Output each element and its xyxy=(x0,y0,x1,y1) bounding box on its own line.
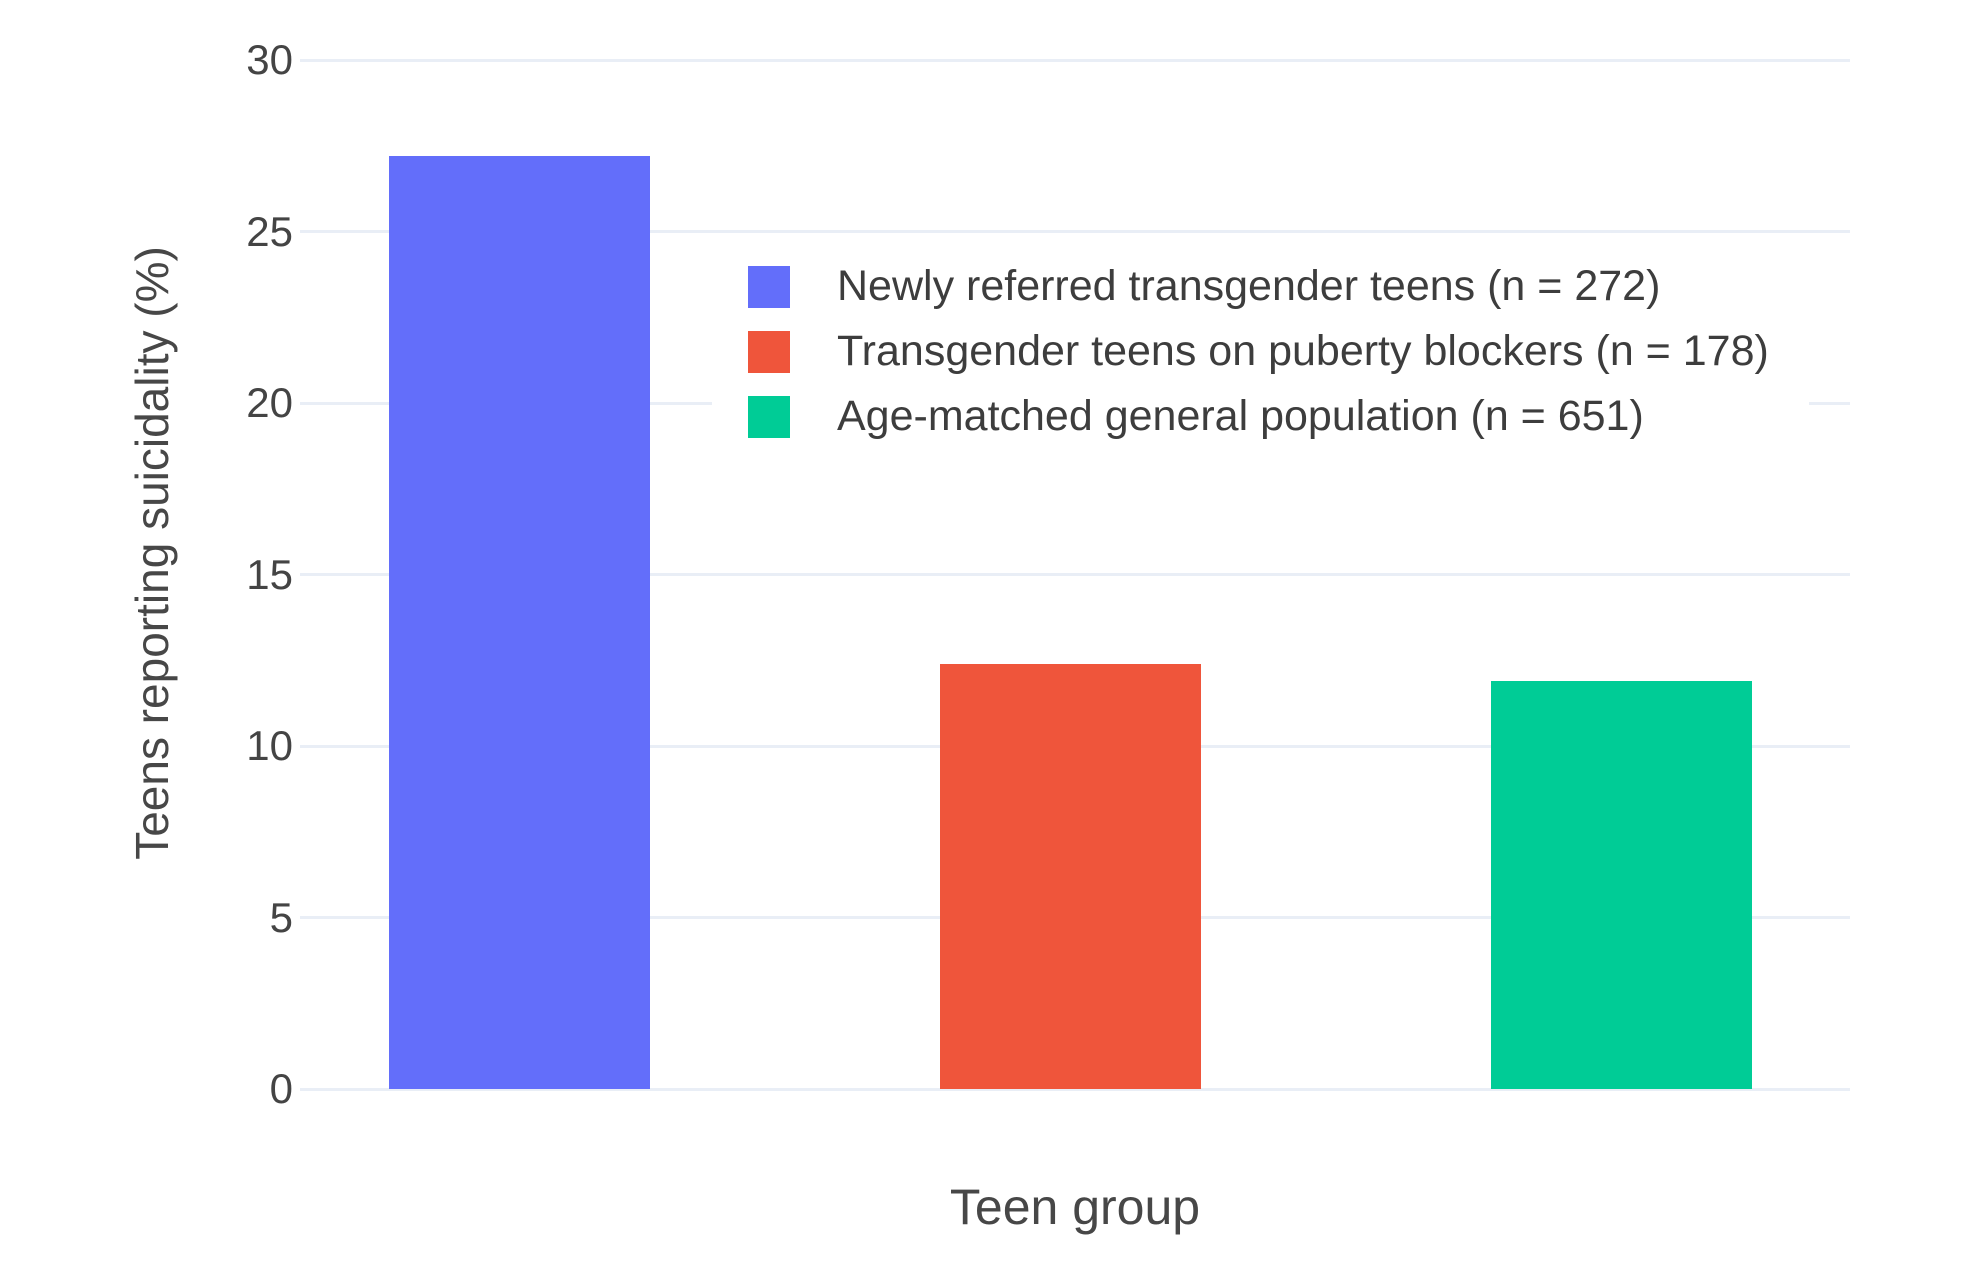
y-tick-label-20: 20 xyxy=(246,379,293,426)
y-tick-label-25: 25 xyxy=(246,207,293,255)
gridline-y-25 xyxy=(300,230,1850,233)
legend-item-1[interactable]: Transgender teens on puberty blockers (n… xyxy=(748,319,1769,384)
legend-swatch-icon xyxy=(748,265,790,308)
gridline-y-0 xyxy=(300,1087,1850,1091)
legend: Newly referred transgender teens (n = 27… xyxy=(712,248,1809,455)
y-tick-label-15: 15 xyxy=(246,550,293,598)
gridline-y-30 xyxy=(300,58,1850,62)
legend-swatch-icon xyxy=(748,330,790,373)
x-axis-title: Teen group xyxy=(949,1179,1201,1235)
bar-2 xyxy=(1491,680,1752,1089)
legend-item-label: Newly referred transgender teens (n = 27… xyxy=(837,262,1661,310)
y-tick-label-30: 30 xyxy=(246,36,293,83)
y-tick-label-0: 0 xyxy=(269,1065,293,1112)
legend-swatch-icon xyxy=(748,395,790,438)
bar-0 xyxy=(389,156,650,1089)
y-tick-label-5: 5 xyxy=(269,893,293,941)
legend-item-label: Age-matched general population (n = 651) xyxy=(837,392,1644,440)
y-axis-title: Teens reporting suicidality (%) xyxy=(126,246,178,860)
y-tick-label-10: 10 xyxy=(246,722,293,769)
legend-item-label: Transgender teens on puberty blockers (n… xyxy=(837,327,1769,375)
legend-item-2[interactable]: Age-matched general population (n = 651) xyxy=(748,384,1769,449)
bar-1 xyxy=(940,663,1201,1089)
legend-item-0[interactable]: Newly referred transgender teens (n = 27… xyxy=(748,254,1769,319)
gridline-y-15 xyxy=(300,573,1850,576)
